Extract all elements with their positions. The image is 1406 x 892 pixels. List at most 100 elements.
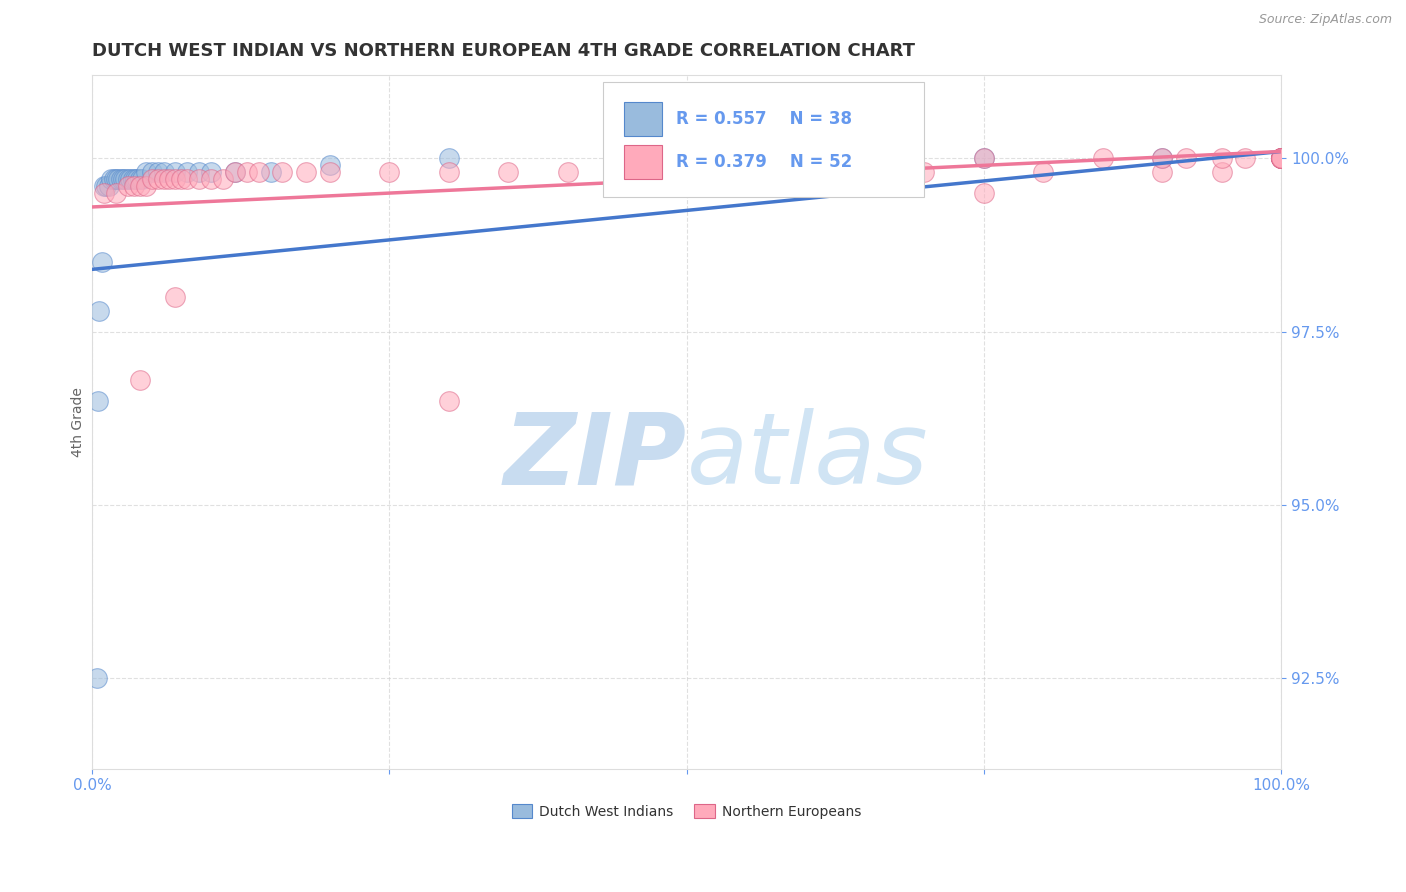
Point bbox=[437, 165, 460, 179]
Point bbox=[110, 172, 132, 186]
Point bbox=[89, 304, 111, 318]
Point bbox=[127, 172, 149, 186]
Legend: Dutch West Indians, Northern Europeans: Dutch West Indians, Northern Europeans bbox=[506, 798, 868, 824]
Point bbox=[165, 165, 187, 179]
Point bbox=[152, 172, 174, 186]
Point bbox=[1270, 152, 1292, 166]
Point bbox=[212, 172, 235, 186]
Point bbox=[97, 179, 120, 194]
Point bbox=[1270, 152, 1292, 166]
Point bbox=[1270, 152, 1292, 166]
Point bbox=[128, 179, 150, 194]
Point bbox=[247, 165, 270, 179]
Point bbox=[1270, 152, 1292, 166]
Point bbox=[114, 172, 136, 186]
Point bbox=[1175, 152, 1198, 166]
Point bbox=[973, 152, 995, 166]
Point bbox=[1270, 152, 1292, 166]
Point bbox=[128, 373, 150, 387]
Point bbox=[973, 186, 995, 200]
Point bbox=[1152, 165, 1174, 179]
Point bbox=[1270, 152, 1292, 166]
Text: R = 0.379    N = 52: R = 0.379 N = 52 bbox=[676, 153, 852, 171]
Point bbox=[1211, 165, 1233, 179]
Point bbox=[853, 152, 876, 166]
FancyBboxPatch shape bbox=[624, 145, 662, 178]
Point bbox=[912, 165, 935, 179]
Point bbox=[735, 152, 758, 166]
Point bbox=[557, 165, 579, 179]
Point bbox=[90, 255, 112, 269]
Point bbox=[122, 179, 145, 194]
Point bbox=[135, 165, 157, 179]
Point bbox=[104, 186, 127, 200]
Point bbox=[235, 165, 257, 179]
Point bbox=[146, 172, 169, 186]
Point bbox=[498, 165, 520, 179]
Point bbox=[224, 165, 246, 179]
Point bbox=[86, 672, 108, 686]
Point bbox=[135, 179, 157, 194]
Point bbox=[200, 165, 222, 179]
Point bbox=[437, 394, 460, 409]
Text: DUTCH WEST INDIAN VS NORTHERN EUROPEAN 4TH GRADE CORRELATION CHART: DUTCH WEST INDIAN VS NORTHERN EUROPEAN 4… bbox=[93, 42, 915, 60]
Point bbox=[141, 165, 163, 179]
Point bbox=[1211, 152, 1233, 166]
Point bbox=[1270, 152, 1292, 166]
Point bbox=[319, 158, 342, 172]
Point bbox=[675, 165, 697, 179]
Text: Source: ZipAtlas.com: Source: ZipAtlas.com bbox=[1258, 13, 1392, 27]
Point bbox=[103, 172, 125, 186]
Point bbox=[93, 186, 115, 200]
Point bbox=[271, 165, 294, 179]
Point bbox=[1234, 152, 1257, 166]
FancyBboxPatch shape bbox=[603, 82, 924, 196]
Point bbox=[165, 172, 187, 186]
Point bbox=[117, 179, 139, 194]
FancyBboxPatch shape bbox=[624, 103, 662, 136]
Point bbox=[146, 165, 169, 179]
Point bbox=[112, 172, 135, 186]
Point bbox=[200, 172, 222, 186]
Point bbox=[104, 172, 127, 186]
Point bbox=[100, 172, 122, 186]
Point bbox=[176, 172, 198, 186]
Point bbox=[121, 172, 143, 186]
Point bbox=[319, 165, 342, 179]
Point bbox=[165, 290, 187, 304]
Point bbox=[87, 394, 110, 409]
Point bbox=[295, 165, 318, 179]
Text: atlas: atlas bbox=[686, 408, 928, 505]
Point bbox=[794, 165, 817, 179]
Point bbox=[1152, 152, 1174, 166]
Point bbox=[1152, 152, 1174, 166]
Point bbox=[1032, 165, 1054, 179]
Point bbox=[794, 152, 817, 166]
Point bbox=[152, 165, 174, 179]
Point bbox=[96, 179, 118, 194]
Point bbox=[437, 152, 460, 166]
Point bbox=[159, 172, 181, 186]
Point bbox=[120, 172, 142, 186]
Point bbox=[1270, 152, 1292, 166]
Point bbox=[170, 172, 193, 186]
Point bbox=[259, 165, 281, 179]
Point bbox=[131, 172, 153, 186]
Point bbox=[188, 172, 211, 186]
Point bbox=[117, 172, 139, 186]
Point bbox=[176, 165, 198, 179]
Point bbox=[973, 152, 995, 166]
Y-axis label: 4th Grade: 4th Grade bbox=[72, 387, 86, 457]
Text: ZIP: ZIP bbox=[503, 408, 686, 505]
Point bbox=[188, 165, 211, 179]
Point bbox=[616, 152, 638, 166]
Point bbox=[93, 179, 115, 194]
Point bbox=[224, 165, 246, 179]
Point bbox=[1270, 152, 1292, 166]
Text: R = 0.557    N = 38: R = 0.557 N = 38 bbox=[676, 110, 852, 128]
Point bbox=[107, 172, 129, 186]
Point bbox=[378, 165, 401, 179]
Point bbox=[1091, 152, 1114, 166]
Point bbox=[141, 172, 163, 186]
Point bbox=[124, 172, 146, 186]
